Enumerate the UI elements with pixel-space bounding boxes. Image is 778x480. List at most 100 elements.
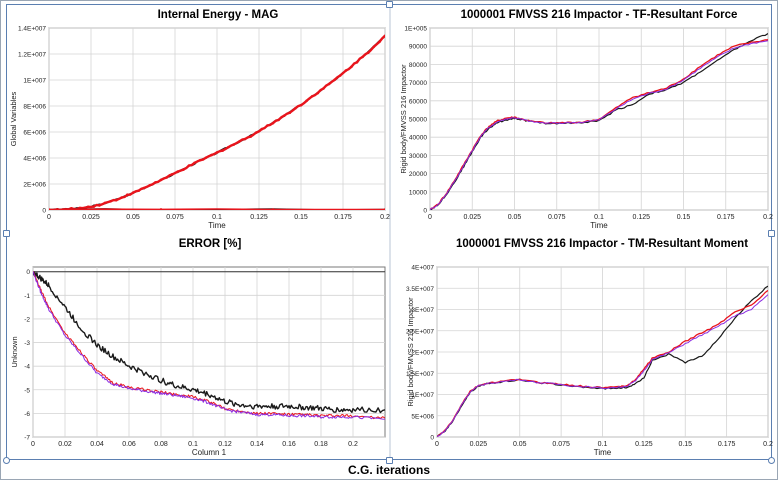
y-tick-label: 2E+006: [23, 182, 46, 189]
series-marker: [148, 184, 152, 187]
x-tick-label: 0.175: [717, 214, 735, 221]
series-marker: [266, 124, 269, 127]
x-tick-label: 0: [435, 441, 439, 448]
resize-handle-bottom-right[interactable]: [768, 457, 775, 464]
x-tick-label: 0.1: [212, 214, 222, 221]
series-line-3: [430, 40, 768, 210]
y-tick-label: 5E+006: [411, 413, 434, 420]
x-tick-label: 0.02: [58, 441, 72, 448]
x-axis-label: Time: [590, 221, 608, 230]
chart-moment: 1000001 FMVSS 216 Impactor - TM-Resultan…: [406, 238, 773, 457]
x-tick-label: 0: [428, 214, 432, 221]
series-marker: [338, 74, 342, 77]
x-tick-label: 0.18: [314, 441, 328, 448]
series-marker: [288, 111, 292, 114]
series-marker: [260, 127, 264, 131]
y-tick-label: 0: [430, 435, 434, 442]
series-marker: [221, 149, 224, 152]
series-marker: [198, 158, 202, 162]
y-tick-label: 3.5E+007: [406, 286, 434, 293]
series-marker: [383, 208, 385, 210]
series-marker: [98, 204, 101, 207]
x-tick-label: 0: [31, 441, 35, 448]
y-tick-label: 10000: [409, 189, 427, 196]
y-tick-label: -5: [24, 387, 30, 394]
resize-handle-bottom-left[interactable]: [3, 457, 10, 464]
y-axis-label: Rigid body/FMVSS 216 Impactor: [406, 297, 415, 407]
series-marker: [277, 118, 280, 122]
series-marker: [126, 193, 129, 196]
x-tick-label: 0.05: [508, 214, 522, 221]
x-tick-label: 0.025: [463, 214, 481, 221]
x-tick-label: 0.05: [126, 214, 140, 221]
series-marker: [238, 140, 241, 143]
y-tick-label: -7: [24, 435, 30, 442]
series-marker: [86, 205, 90, 209]
x-tick-label: 0.04: [90, 441, 104, 448]
y-tick-label: 80000: [409, 62, 427, 69]
x-tick-label: 0.075: [166, 214, 184, 221]
x-tick-label: 0.2: [348, 441, 358, 448]
x-tick-label: 0.125: [635, 441, 653, 448]
x-axis-label: Time: [594, 448, 612, 457]
figure-frame: Internal Energy - MAG 0 0.025 0.05 0.075 0.1 0…: [6, 4, 773, 461]
y-tick-label: 70000: [409, 80, 427, 87]
series-marker: [165, 176, 168, 179]
y-axis-label: Unknown: [10, 336, 19, 367]
footer-title: C.G. iterations: [347, 463, 430, 477]
series-line-2: [33, 271, 385, 420]
series-marker: [316, 91, 320, 95]
x-tick-label: 0.05: [513, 441, 527, 448]
series-marker: [114, 198, 118, 202]
series-marker: [299, 103, 303, 107]
x-tick-label: 0.2: [380, 214, 390, 221]
x-tick-label: 0.175: [334, 214, 352, 221]
series-line-1: [33, 271, 385, 414]
series-marker: [271, 208, 275, 210]
resize-handle-bottom[interactable]: [386, 457, 393, 464]
x-tick-label: 0.2: [763, 214, 773, 221]
y-axis-label: Global Variables: [9, 92, 18, 147]
series-marker: [170, 173, 174, 176]
y-tick-label: 40000: [409, 135, 427, 142]
series-marker: [226, 146, 230, 149]
y-tick-label: 1.5E+007: [406, 371, 434, 378]
series-marker: [322, 87, 325, 90]
series-marker: [142, 186, 146, 190]
resize-handle-left[interactable]: [3, 230, 10, 237]
series-marker: [232, 143, 236, 146]
series-marker: [305, 99, 308, 103]
series-marker: [131, 191, 135, 194]
resize-handle-right[interactable]: [768, 230, 775, 237]
chart-title: ERROR [%]: [179, 238, 242, 250]
series-marker: [176, 170, 180, 173]
y-tick-label: 60000: [409, 98, 427, 105]
y-tick-label: 0: [26, 269, 30, 276]
series-marker: [215, 151, 219, 154]
y-axis-label: Rigid body/FMVSS 216 Impactor: [399, 64, 408, 174]
y-tick-label: 0: [42, 208, 46, 215]
y-tick-label: -4: [24, 364, 30, 371]
resize-handle-top[interactable]: [386, 1, 393, 8]
series-marker: [210, 153, 213, 157]
y-tick-label: 1E+007: [23, 78, 46, 85]
series-marker: [350, 65, 353, 69]
series-marker: [294, 107, 297, 110]
series-marker: [154, 181, 157, 184]
y-tick-label: 8E+006: [23, 104, 46, 111]
series-marker: [120, 196, 124, 199]
y-tick-label: -2: [24, 316, 30, 323]
series-line-3: [33, 271, 385, 420]
x-tick-label: 0: [47, 214, 51, 221]
x-tick-label: 0.15: [294, 214, 308, 221]
series-marker: [103, 201, 107, 205]
x-tick-label: 0.025: [470, 441, 488, 448]
y-tick-label: 4E+006: [23, 156, 46, 163]
x-tick-label: 0.15: [678, 441, 692, 448]
series-marker: [193, 161, 196, 165]
y-tick-label: -3: [24, 340, 30, 347]
y-tick-label: 2E+007: [411, 350, 434, 357]
x-tick-label: 0.125: [250, 214, 268, 221]
series-line-4: [49, 208, 385, 210]
x-tick-label: 0.1: [594, 214, 604, 221]
